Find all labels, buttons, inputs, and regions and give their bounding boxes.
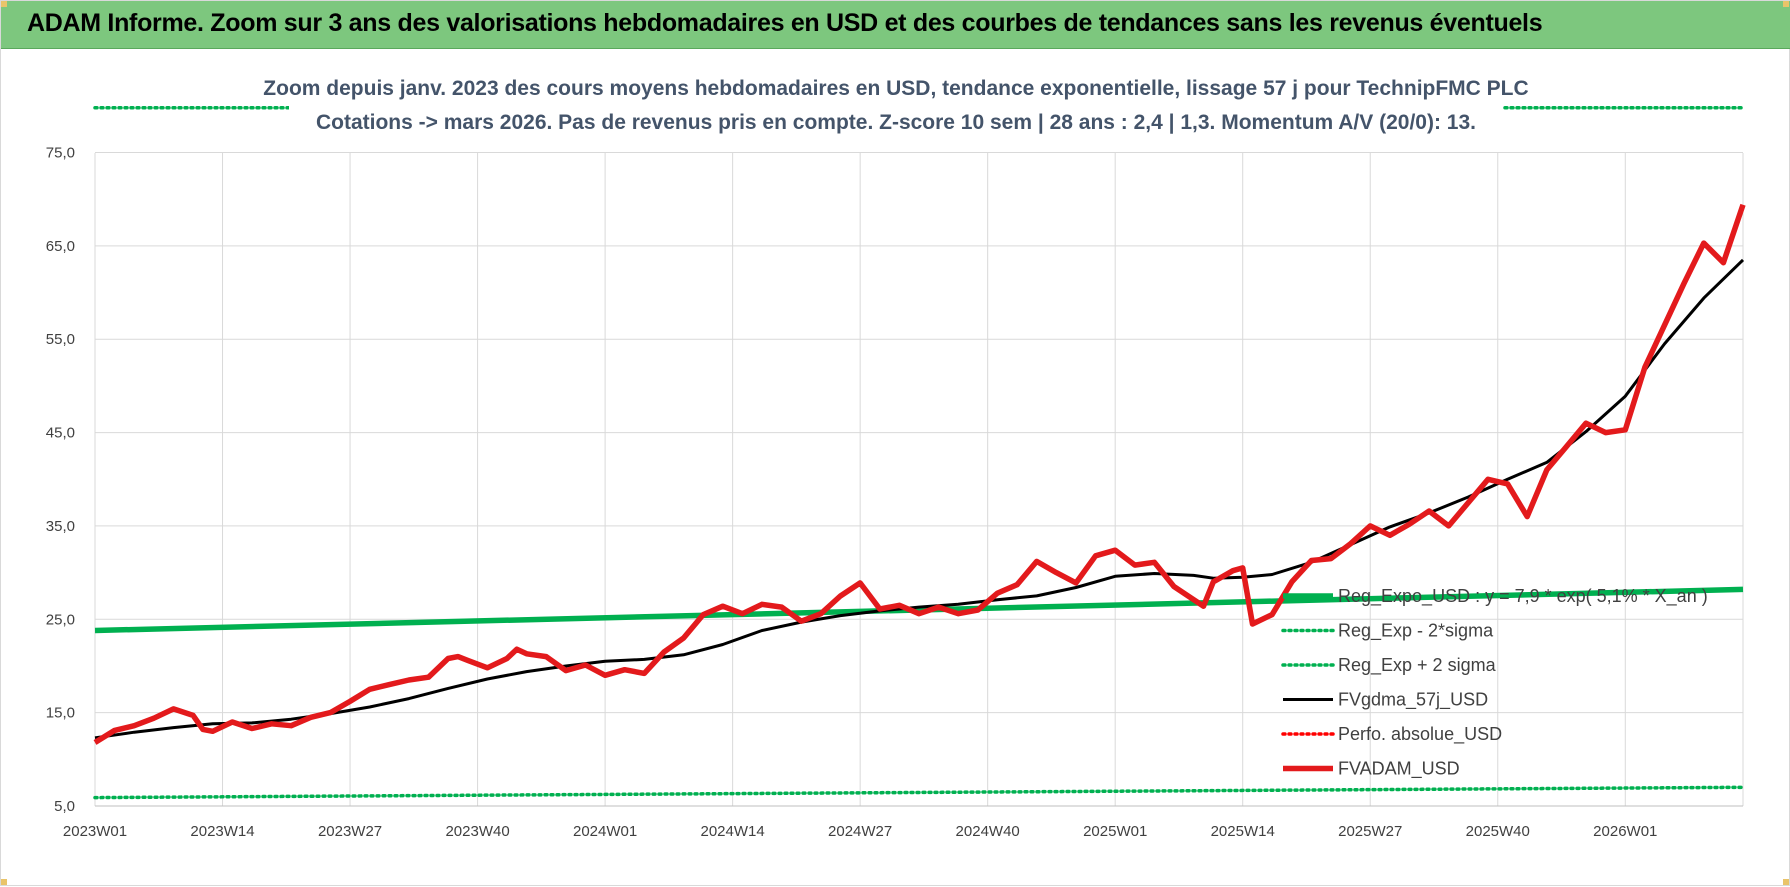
series-line xyxy=(94,258,1745,740)
y-tick-label: 55,0 xyxy=(46,331,75,348)
legend: Reg_Expo_USD : y = 7,9 * exp( 5,1% * X_a… xyxy=(1281,586,1708,780)
x-tick-label: 2025W01 xyxy=(1083,823,1147,840)
y-tick-label: 65,0 xyxy=(46,238,75,255)
legend-label: FVgdma_57j_USD xyxy=(1338,690,1488,711)
x-tick-label: 2023W14 xyxy=(190,823,254,840)
corner-marker xyxy=(1783,1,1789,7)
corner-marker xyxy=(1,1,7,7)
x-tick-label: 2026W01 xyxy=(1593,823,1657,840)
chart-subtitle-line-2: Cotations -> mars 2026. Pas de revenus p… xyxy=(316,111,1476,134)
y-tick-label: 25,0 xyxy=(46,611,75,628)
legend-label: Reg_Expo_USD : y = 7,9 * exp( 5,1% * X_a… xyxy=(1338,586,1708,607)
y-tick-label: 75,0 xyxy=(46,145,75,162)
series-line xyxy=(93,203,1746,745)
legend-label: Perfo. absolue_USD xyxy=(1338,724,1502,745)
legend-label: Reg_Exp + 2 sigma xyxy=(1338,655,1497,676)
x-tick-label: 2024W40 xyxy=(956,823,1020,840)
legend-label: Reg_Exp - 2*sigma xyxy=(1338,621,1494,642)
grid xyxy=(94,152,1744,807)
x-tick-label: 2025W14 xyxy=(1211,823,1275,840)
x-tick-label: 2023W01 xyxy=(63,823,127,840)
y-tick-label: 45,0 xyxy=(46,425,75,442)
corner-marker xyxy=(1,879,7,885)
series-line xyxy=(93,785,1745,800)
corner-marker xyxy=(1783,879,1789,885)
y-tick-label: 15,0 xyxy=(46,705,75,722)
axes: 75,0 65,0 55,0 45,0 35,0 25,0 15,0 5,0 2023W01 20… xyxy=(46,145,1743,840)
x-tick-label: 2025W40 xyxy=(1466,823,1530,840)
x-tick-label: 2024W01 xyxy=(573,823,637,840)
y-tick-label: 5,0 xyxy=(54,798,75,815)
report-title: ADAM Informe. Zoom sur 3 ans des valoris… xyxy=(27,9,1543,37)
chart-subtitle-line-1: Zoom depuis janv. 2023 des cours moyens … xyxy=(263,77,1528,100)
subtitle-background xyxy=(289,59,1503,141)
x-tick-label: 2023W27 xyxy=(318,823,382,840)
x-tick-label: 2023W40 xyxy=(445,823,509,840)
x-tick-label: 2024W14 xyxy=(701,823,765,840)
y-tick-label: 35,0 xyxy=(46,518,75,535)
x-tick-label: 2024W27 xyxy=(828,823,892,840)
legend-label: FVADAM_USD xyxy=(1338,759,1460,780)
series-lines xyxy=(93,105,1746,800)
report-banner: ADAM Informe. Zoom sur 3 ans des valoris… xyxy=(1,1,1790,49)
series-line xyxy=(94,586,1744,634)
x-tick-label: 2025W27 xyxy=(1338,823,1402,840)
